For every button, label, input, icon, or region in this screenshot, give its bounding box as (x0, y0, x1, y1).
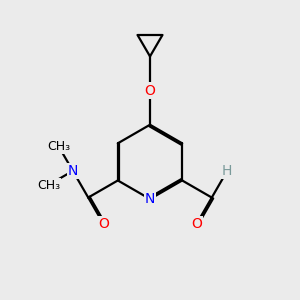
Text: N: N (145, 192, 155, 206)
Text: H: H (222, 164, 232, 178)
Text: N: N (68, 164, 78, 178)
Text: O: O (145, 84, 155, 98)
Text: O: O (98, 217, 109, 231)
Text: O: O (191, 217, 202, 231)
Text: CH₃: CH₃ (37, 178, 60, 191)
Text: CH₃: CH₃ (47, 140, 70, 153)
